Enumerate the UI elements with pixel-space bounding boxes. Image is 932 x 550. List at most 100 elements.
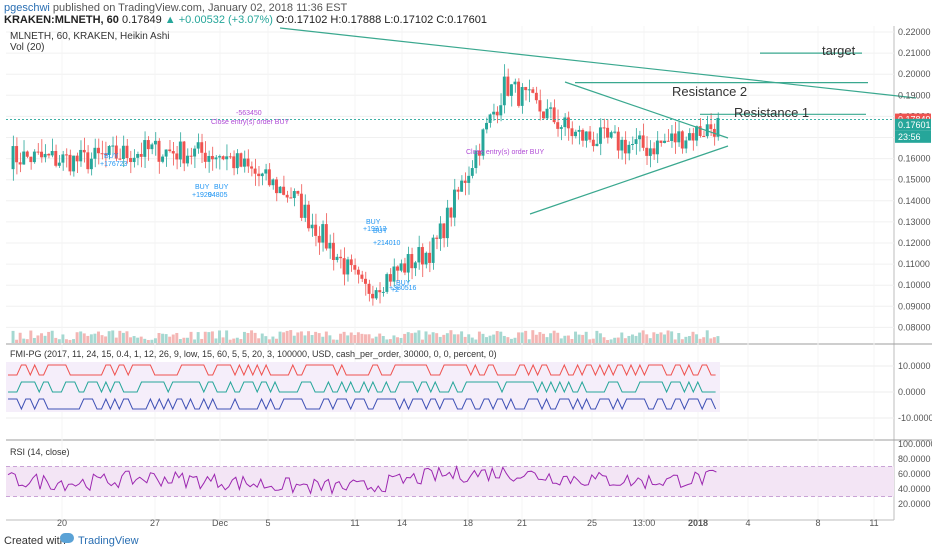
trade-label: +176723 xyxy=(100,161,128,168)
volume-bar xyxy=(481,333,485,343)
volume-bar xyxy=(634,335,638,343)
footer: Created with TradingView xyxy=(0,532,932,550)
candle-body xyxy=(317,235,321,243)
price-tick: 0.13000 xyxy=(898,217,931,227)
volume-bar xyxy=(371,338,375,343)
candle-body xyxy=(538,100,542,112)
candle-body xyxy=(193,148,197,157)
trade-label: BUY xyxy=(195,184,210,191)
candle-body xyxy=(239,153,243,167)
candle-body xyxy=(556,122,560,129)
candle-body xyxy=(342,258,346,275)
rsi-pane: 100.0000 80.0000 60.0000 40.0000 20.0000 xyxy=(6,439,932,509)
candle-body xyxy=(150,144,154,150)
volume-bar xyxy=(542,333,545,343)
candle-body xyxy=(139,153,143,157)
candle-body xyxy=(499,105,503,116)
volume-bar xyxy=(307,331,310,343)
candle-body xyxy=(577,129,581,132)
volume-bar xyxy=(349,332,353,343)
candle-body xyxy=(310,224,314,229)
volume-bar xyxy=(32,337,36,343)
volume-bar xyxy=(477,331,481,343)
candle-body xyxy=(64,154,68,156)
candle-body xyxy=(602,127,606,129)
time-label: 20 xyxy=(57,518,67,528)
candle-body xyxy=(709,124,713,129)
volume-bar xyxy=(705,330,709,343)
candle-body xyxy=(449,207,453,218)
volume-bar xyxy=(100,335,104,343)
candle-body xyxy=(171,151,175,154)
candle-body xyxy=(242,158,246,167)
candle-body xyxy=(292,191,296,199)
candle-body xyxy=(542,111,545,119)
time-label: 25 xyxy=(587,518,597,528)
candle-body xyxy=(40,151,43,158)
volume-bar xyxy=(271,336,275,343)
volume-bar xyxy=(652,332,656,343)
rsi-line xyxy=(7,464,717,496)
trend-lines[interactable] xyxy=(6,27,917,215)
volume-bar xyxy=(424,331,428,343)
volume-bar xyxy=(506,337,510,343)
triangle-upper-line xyxy=(564,81,729,139)
volume-bar xyxy=(79,331,83,343)
candle-body xyxy=(435,237,439,239)
volume-bar xyxy=(136,337,140,343)
symbol-title: KRAKEN:MLNETH, 60 xyxy=(4,14,119,26)
candle-body xyxy=(296,191,300,194)
volume-bar xyxy=(499,331,503,343)
time-label: 18 xyxy=(463,518,473,528)
volume-bar xyxy=(691,331,695,343)
candle-body xyxy=(104,153,108,155)
candle-body xyxy=(321,224,325,243)
time-label: Dec xyxy=(212,518,229,528)
volume-bar xyxy=(75,332,79,343)
volume-bar xyxy=(566,335,570,343)
volume-bar xyxy=(242,331,246,343)
volume-bar xyxy=(655,333,659,343)
candle-body xyxy=(428,252,432,263)
volume-bar xyxy=(86,335,90,343)
candle-body xyxy=(517,81,521,106)
volume-bar xyxy=(598,333,602,343)
volume-bar xyxy=(114,337,118,343)
volume-bar xyxy=(549,333,553,343)
rsi-tick: 40.0000 xyxy=(898,484,931,494)
volume-bar xyxy=(153,338,157,343)
author-link[interactable]: pgeschwi xyxy=(4,2,50,14)
volume-bar xyxy=(670,331,674,343)
candle-body xyxy=(121,145,125,159)
candle-body xyxy=(399,263,403,271)
volume-bar xyxy=(403,333,407,343)
price-tick: 0.21000 xyxy=(898,48,931,58)
volume-bar xyxy=(417,330,421,343)
volume-bar xyxy=(613,337,617,343)
volume-bar xyxy=(111,330,115,343)
volume-bar xyxy=(61,334,65,343)
volume-bar xyxy=(164,334,168,343)
volume-bar xyxy=(556,332,560,343)
fmi-line xyxy=(8,397,717,411)
candle-body xyxy=(509,84,513,96)
volume-bar xyxy=(445,333,449,343)
candle-body xyxy=(349,259,353,266)
candle-body xyxy=(663,140,666,143)
volume-bar xyxy=(431,332,435,343)
volume-bar xyxy=(18,332,22,343)
volume-bar xyxy=(15,339,19,343)
volume-bar xyxy=(200,338,204,343)
volume-bar xyxy=(684,336,688,343)
volume-bar xyxy=(250,330,254,343)
candle-body xyxy=(385,274,389,292)
candle-body xyxy=(203,152,207,162)
candle-body xyxy=(524,87,528,91)
time-label: 5 xyxy=(265,518,270,528)
volume-bar xyxy=(712,337,716,343)
tradingview-brand[interactable]: TradingView xyxy=(78,535,139,547)
candle-body xyxy=(346,259,350,275)
fmi-tick: 10.0000 xyxy=(898,361,931,371)
candle-body xyxy=(22,151,26,165)
